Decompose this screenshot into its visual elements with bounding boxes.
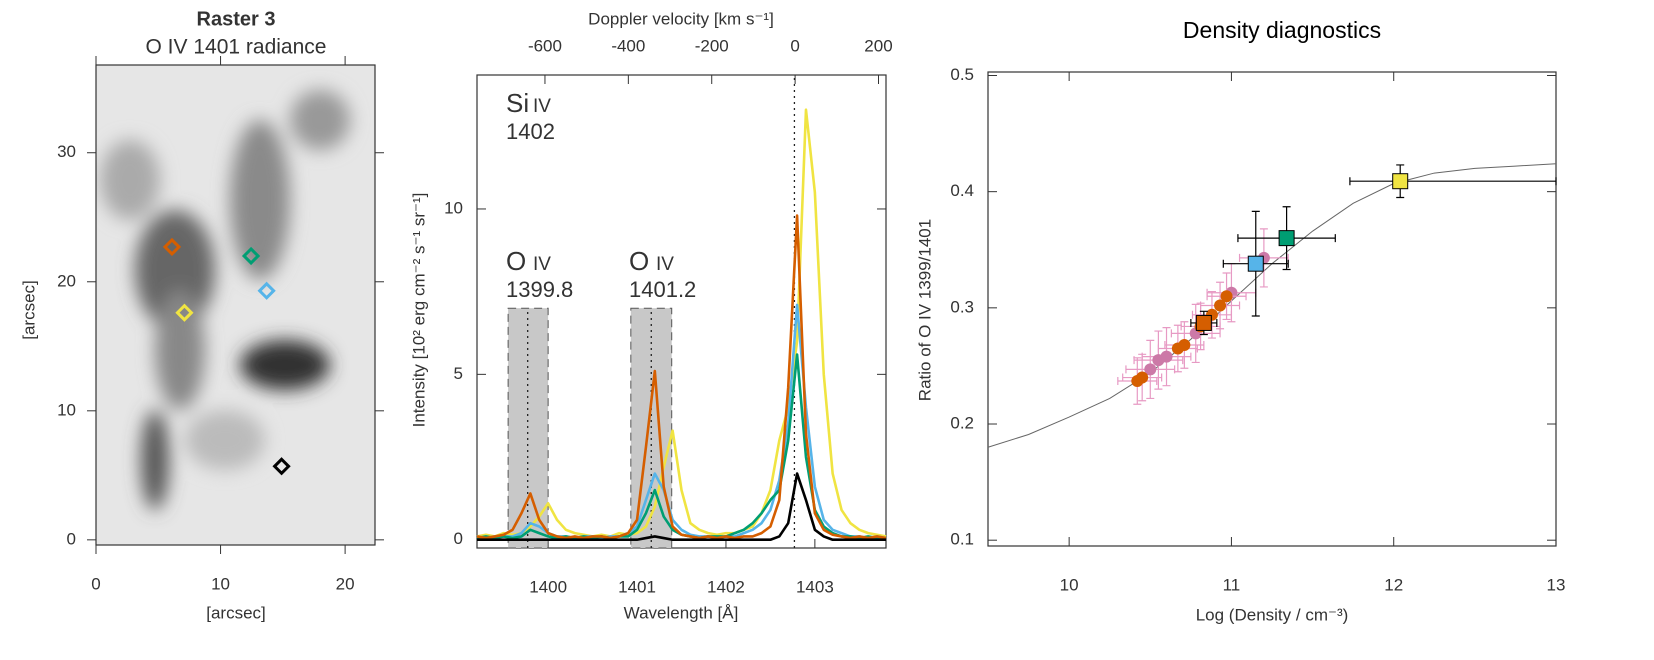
x-tick-label: 1402 bbox=[707, 577, 745, 596]
circle-marker bbox=[1144, 363, 1157, 376]
circle-marker bbox=[1136, 371, 1149, 384]
circle-marker bbox=[1220, 290, 1233, 303]
plot-frame bbox=[95, 64, 376, 546]
x-tick-label: 13 bbox=[1547, 575, 1566, 594]
x2-tick-label: -400 bbox=[611, 36, 645, 55]
y-tick-label: 30 bbox=[57, 142, 76, 161]
y-tick-label: 20 bbox=[57, 271, 76, 290]
diamond-marker bbox=[257, 281, 276, 300]
x-axis-label: [arcsec] bbox=[206, 603, 266, 622]
y-tick-label: 10 bbox=[57, 400, 76, 419]
diamond-marker bbox=[162, 237, 182, 257]
spectrum-line bbox=[476, 108, 887, 538]
x-tick-label: 0 bbox=[91, 574, 100, 593]
spectrum-line bbox=[477, 472, 886, 542]
annotation-element: Si bbox=[506, 88, 529, 118]
y-tick-label: 0 bbox=[67, 529, 76, 548]
x2-tick-label: -600 bbox=[528, 36, 562, 55]
diamond-marker bbox=[175, 303, 194, 322]
annotation-label: 1399.8 bbox=[506, 277, 573, 302]
square-marker bbox=[1247, 255, 1264, 272]
y-tick-label: 10 bbox=[444, 198, 463, 217]
diamond-marker bbox=[241, 246, 261, 266]
x-tick-label: 10 bbox=[1060, 575, 1079, 594]
annotation-ion: IV bbox=[533, 254, 551, 275]
x-tick-label: 1403 bbox=[796, 577, 834, 596]
x-tick-label: 20 bbox=[336, 574, 355, 593]
x2-axis-label: Doppler velocity [km s⁻¹] bbox=[588, 9, 774, 28]
annotation-ion: IV bbox=[533, 96, 551, 117]
circle-marker bbox=[1214, 299, 1227, 312]
model-curve bbox=[987, 163, 1557, 448]
annotation-label: 1402 bbox=[506, 119, 555, 144]
y-tick-label: 0.1 bbox=[950, 530, 974, 549]
x-tick-label: 1400 bbox=[529, 577, 567, 596]
annotation-ion: IV bbox=[656, 254, 674, 275]
x-tick-label: 10 bbox=[211, 574, 230, 593]
circle-marker bbox=[1160, 350, 1173, 363]
circle-marker bbox=[1178, 339, 1191, 352]
x-tick-label: 12 bbox=[1384, 575, 1403, 594]
panel-subtitle: O IV 1401 radiance bbox=[146, 36, 327, 59]
y-tick-label: 0.5 bbox=[950, 65, 974, 84]
annotation-element: O bbox=[629, 246, 649, 276]
diamond-marker bbox=[272, 457, 291, 476]
square-marker bbox=[1278, 230, 1295, 247]
y-axis-label: Intensity [10² erg cm⁻² s⁻¹ sr⁻¹] bbox=[409, 193, 428, 428]
annotation-label: 1401.2 bbox=[629, 277, 696, 302]
x2-tick-label: -200 bbox=[695, 36, 729, 55]
x-tick-label: 1401 bbox=[618, 577, 656, 596]
square-marker bbox=[1392, 173, 1409, 190]
y-axis-label: [arcsec] bbox=[19, 280, 38, 340]
panel-title: Density diagnostics bbox=[1183, 17, 1381, 43]
x-axis-label: Wavelength [Å] bbox=[624, 603, 739, 622]
x-axis-label: Log (Density / cm⁻³) bbox=[1196, 605, 1349, 624]
x-tick-label: 11 bbox=[1223, 575, 1241, 594]
y-tick-label: 0 bbox=[454, 529, 463, 548]
y-tick-label: 0.2 bbox=[950, 413, 974, 432]
y-axis-label: Ratio of O IV 1399/1401 bbox=[915, 219, 934, 401]
x-error-bar bbox=[1349, 177, 1557, 186]
annotation-element: O bbox=[506, 246, 526, 276]
x2-tick-label: 200 bbox=[864, 36, 892, 55]
panel-title: Raster 3 bbox=[197, 8, 276, 30]
square-marker bbox=[1195, 314, 1212, 331]
radiance-image bbox=[96, 65, 375, 545]
spectrum-line bbox=[476, 214, 887, 540]
y-tick-label: 0.3 bbox=[950, 297, 974, 316]
plot-frame bbox=[987, 71, 1557, 547]
x2-tick-label: 0 bbox=[790, 36, 799, 55]
y-tick-label: 0.4 bbox=[950, 181, 974, 200]
y-tick-label: 5 bbox=[454, 364, 463, 383]
plot-frame bbox=[476, 74, 887, 549]
